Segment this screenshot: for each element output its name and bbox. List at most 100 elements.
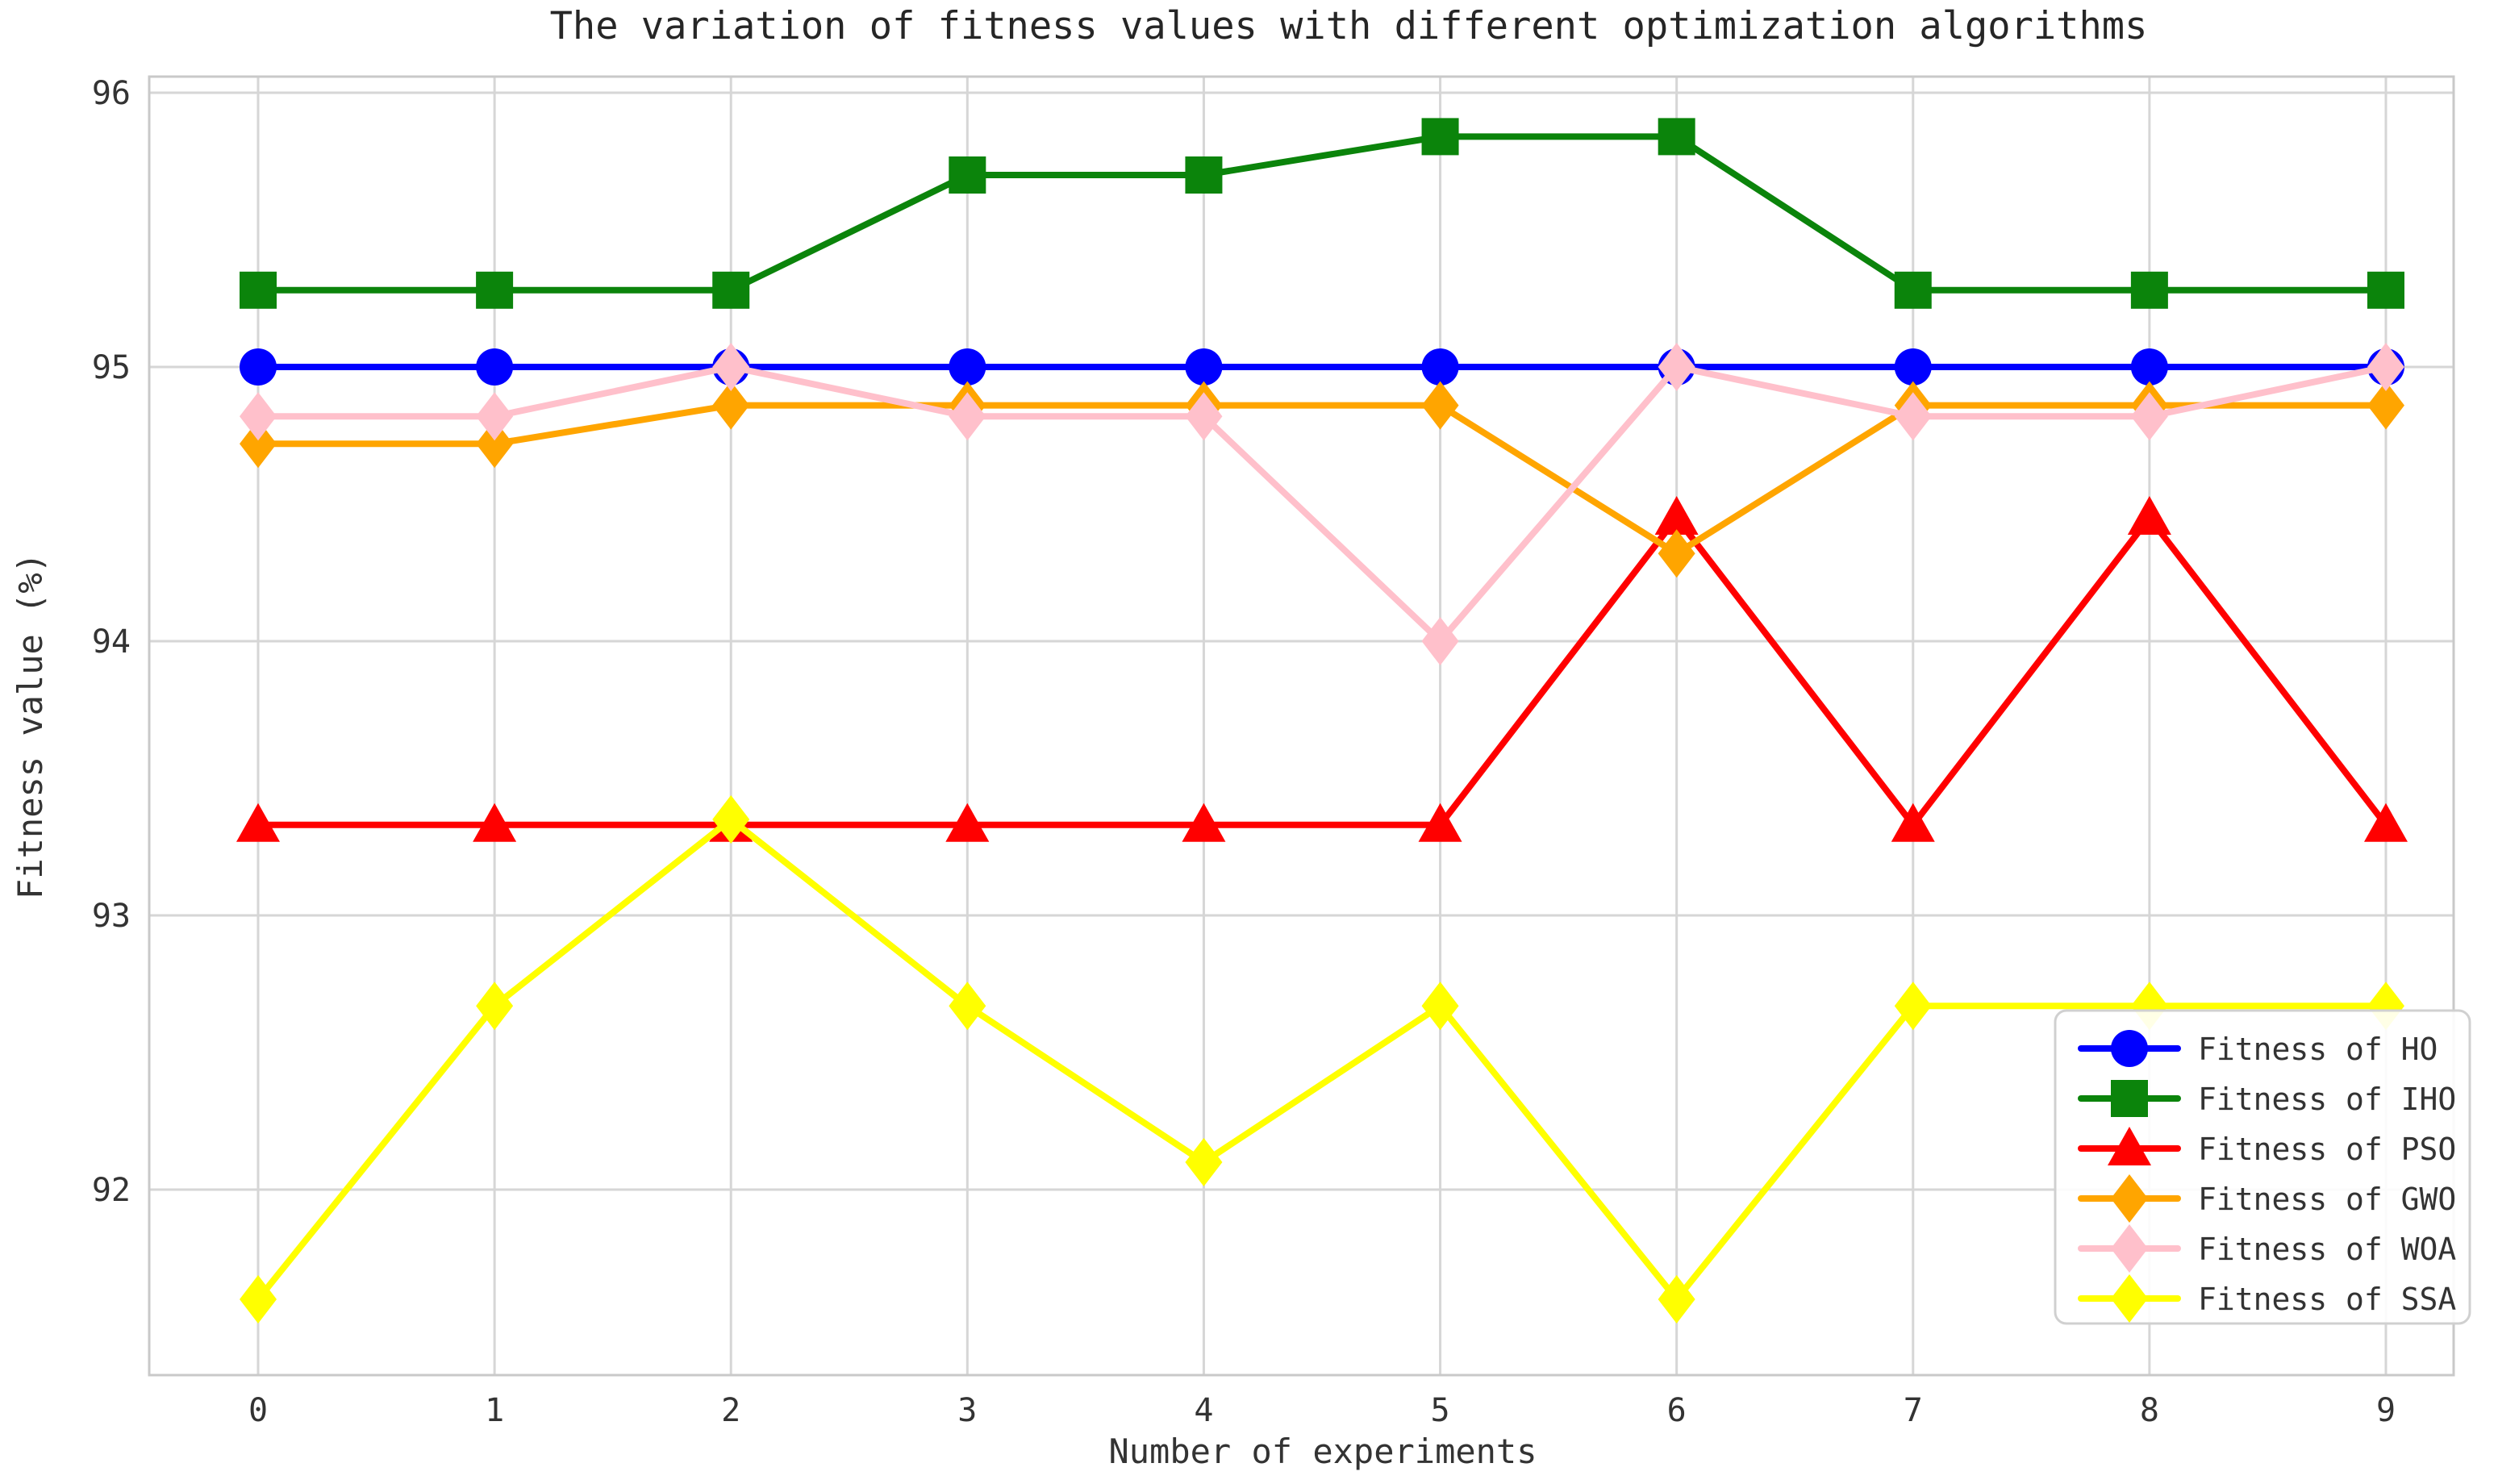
marker-SSA-7 — [1894, 982, 1932, 1031]
marker-IHO-5 — [1421, 118, 1459, 156]
x-axis-label: Number of experiments — [1108, 1432, 1537, 1471]
legend-label-GWO: Fitness of GWO — [2198, 1182, 2456, 1217]
y-tick-label-92: 92 — [92, 1172, 131, 1209]
marker-PSO-6 — [1654, 496, 1699, 535]
x-tick-label-7: 7 — [1904, 1392, 1923, 1429]
legend-marker-SSA — [2111, 1274, 2148, 1323]
x-tick-label-5: 5 — [1431, 1392, 1450, 1429]
marker-SSA-4 — [1185, 1138, 1223, 1186]
tick-layer: 96 95 94 93 92 0 1 2 3 4 5 6 7 8 9 — [92, 75, 2396, 1429]
marker-HO-1 — [476, 348, 514, 386]
marker-SSA-1 — [476, 982, 514, 1031]
x-tick-label-8: 8 — [2140, 1392, 2159, 1429]
marker-PSO-5 — [1418, 802, 1462, 842]
marker-GWO-1 — [476, 419, 514, 469]
series-line-SSA — [255, 816, 2389, 1303]
marker-SSA-0 — [240, 1275, 277, 1324]
legend-item-GWO: Fitness of GWO — [2078, 1174, 2456, 1223]
legend-marker-WOA — [2111, 1224, 2148, 1273]
x-tick-label-6: 6 — [1667, 1392, 1687, 1429]
marker-GWO-2 — [712, 381, 750, 430]
marker-WOA-7 — [1894, 392, 1932, 441]
marker-PSO-9 — [2363, 802, 2408, 842]
marker-WOA-2 — [712, 343, 750, 391]
marker-IHO-4 — [1185, 156, 1223, 194]
x-tick-label-9: 9 — [2376, 1392, 2396, 1429]
marker-HO-7 — [1894, 348, 1932, 386]
legend-label-IHO: Fitness of IHO — [2198, 1082, 2456, 1117]
marker-WOA-9 — [2367, 343, 2404, 391]
marker-IHO-8 — [2130, 271, 2168, 309]
marker-IHO-6 — [1658, 118, 1695, 156]
series-IHO — [240, 118, 2404, 309]
legend-label-HO: Fitness of HO — [2198, 1032, 2438, 1067]
marker-HO-4 — [1185, 348, 1223, 386]
marker-SSA-3 — [949, 982, 986, 1031]
y-tick-label-93: 93 — [92, 898, 131, 935]
marker-WOA-1 — [476, 392, 514, 441]
series-GWO — [240, 381, 2404, 578]
x-tick-label-4: 4 — [1194, 1392, 1213, 1429]
marker-HO-0 — [240, 348, 277, 386]
marker-PSO-1 — [473, 802, 517, 842]
legend-item-IHO: Fitness of IHO — [2078, 1080, 2456, 1117]
marker-WOA-4 — [1185, 392, 1223, 441]
series-PSO — [236, 496, 2408, 842]
legend-marker-GWO — [2111, 1174, 2148, 1223]
marker-WOA-0 — [240, 392, 277, 441]
marker-PSO-7 — [1891, 802, 1935, 842]
marker-WOA-5 — [1421, 617, 1459, 665]
marker-WOA-6 — [1658, 343, 1695, 391]
marker-PSO-4 — [1182, 802, 1226, 842]
marker-SSA-5 — [1421, 982, 1459, 1031]
x-tick-label-3: 3 — [957, 1392, 977, 1429]
series-line-GWO — [255, 402, 2389, 557]
marker-HO-5 — [1421, 348, 1459, 386]
x-tick-label-1: 1 — [485, 1392, 504, 1429]
legend-marker-IHO — [2111, 1080, 2148, 1117]
marker-IHO-0 — [240, 271, 277, 309]
series-layer — [236, 118, 2408, 1324]
marker-IHO-7 — [1894, 271, 1932, 309]
series-line-IHO — [255, 133, 2389, 294]
y-tick-label-96: 96 — [92, 75, 131, 112]
y-tick-label-95: 95 — [92, 349, 131, 386]
marker-GWO-0 — [240, 419, 277, 469]
marker-PSO-8 — [2127, 496, 2171, 535]
marker-GWO-5 — [1421, 381, 1459, 430]
legend: Fitness of HO Fitness of IHO Fitness of PS… — [2054, 1009, 2471, 1325]
legend-item-SSA: Fitness of SSA — [2078, 1274, 2456, 1323]
y-axis-label: Fitness value (%) — [10, 552, 50, 899]
marker-WOA-3 — [949, 392, 986, 441]
marker-IHO-3 — [949, 156, 986, 194]
marker-HO-8 — [2130, 348, 2168, 386]
marker-SSA-2 — [712, 795, 750, 844]
legend-marker-HO — [2111, 1030, 2148, 1067]
legend-marker-PSO — [2108, 1127, 2151, 1165]
chart-title: The variation of fitness values with dif… — [550, 4, 2148, 48]
series-line-WOA — [255, 364, 2389, 644]
x-tick-label-2: 2 — [721, 1392, 740, 1429]
y-tick-label-94: 94 — [92, 623, 131, 661]
legend-item-PSO: Fitness of PSO — [2078, 1127, 2456, 1167]
legend-label-PSO: Fitness of PSO — [2198, 1132, 2456, 1167]
marker-IHO-2 — [712, 271, 750, 309]
series-line-PSO — [255, 515, 2389, 828]
marker-HO-3 — [949, 348, 986, 386]
plot-border — [148, 75, 2455, 1377]
marker-PSO-3 — [945, 802, 990, 842]
marker-GWO-6 — [1658, 529, 1695, 578]
series-WOA — [240, 343, 2404, 665]
marker-SSA-6 — [1658, 1275, 1695, 1324]
series-HO — [240, 348, 2404, 386]
legend-label-WOA: Fitness of WOA — [2198, 1232, 2456, 1267]
marker-GWO-9 — [2367, 381, 2404, 430]
legend-label-SSA: Fitness of SSA — [2198, 1282, 2456, 1317]
marker-PSO-0 — [236, 802, 280, 842]
x-tick-label-0: 0 — [248, 1392, 268, 1429]
marker-IHO-1 — [476, 271, 514, 309]
legend-item-HO: Fitness of HO — [2078, 1030, 2438, 1067]
legend-item-WOA: Fitness of WOA — [2078, 1224, 2456, 1273]
